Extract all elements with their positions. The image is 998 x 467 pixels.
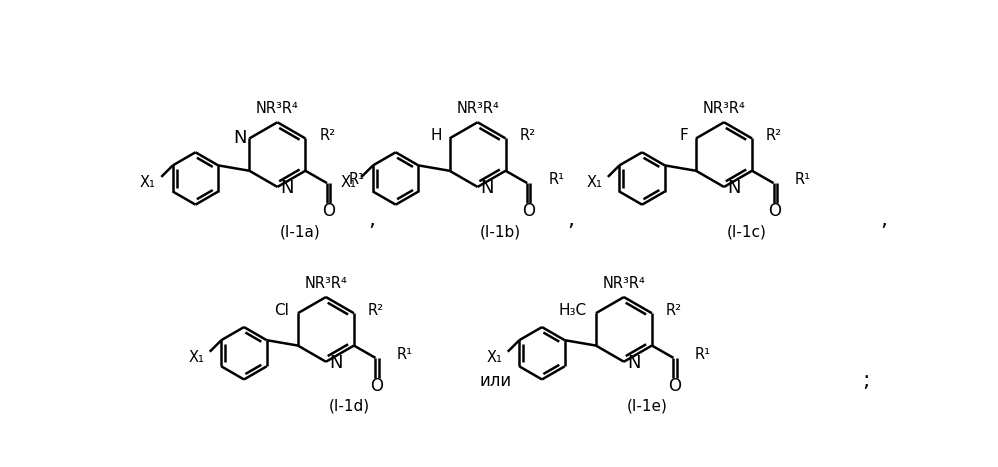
Text: N: N (627, 354, 641, 372)
Text: NR³R⁴: NR³R⁴ (304, 276, 347, 290)
Text: H₃C: H₃C (559, 303, 587, 318)
Text: Cl: Cl (273, 303, 288, 318)
Text: R¹: R¹ (397, 347, 413, 361)
Text: ,: , (567, 210, 574, 230)
Text: R¹: R¹ (795, 172, 811, 187)
Text: X₁: X₁ (189, 350, 205, 365)
Text: (I-1d): (I-1d) (328, 399, 369, 414)
Text: ,: , (368, 210, 375, 230)
Text: (I-1e): (I-1e) (627, 399, 668, 414)
Text: O: O (768, 202, 781, 220)
Text: N: N (481, 179, 494, 197)
Text: O: O (522, 202, 535, 220)
Text: NR³R⁴: NR³R⁴ (456, 101, 499, 116)
Text: (I-1c): (I-1c) (728, 224, 767, 239)
Text: F: F (680, 128, 689, 143)
Text: X₁: X₁ (340, 175, 356, 190)
Text: ,: , (880, 210, 887, 230)
Text: X₁: X₁ (140, 175, 156, 190)
Text: R¹: R¹ (549, 172, 565, 187)
Text: NR³R⁴: NR³R⁴ (603, 276, 646, 290)
Text: R²: R² (368, 303, 384, 318)
Text: R²: R² (319, 128, 335, 143)
Text: R²: R² (666, 303, 682, 318)
Text: X₁: X₁ (587, 175, 603, 190)
Text: O: O (669, 376, 682, 395)
Text: N: N (233, 129, 247, 147)
Text: ;: ; (862, 371, 870, 391)
Text: R²: R² (765, 128, 782, 143)
Text: или: или (479, 372, 511, 390)
Text: (I-1a): (I-1a) (280, 224, 321, 239)
Text: NR³R⁴: NR³R⁴ (256, 101, 298, 116)
Text: R²: R² (520, 128, 536, 143)
Text: R¹: R¹ (348, 172, 364, 187)
Text: O: O (370, 376, 383, 395)
Text: H: H (430, 128, 442, 143)
Text: R¹: R¹ (695, 347, 711, 361)
Text: N: N (728, 179, 741, 197)
Text: X₁: X₁ (486, 350, 502, 365)
Text: O: O (322, 202, 335, 220)
Text: N: N (329, 354, 342, 372)
Text: N: N (280, 179, 294, 197)
Text: NR³R⁴: NR³R⁴ (703, 101, 746, 116)
Text: (I-1b): (I-1b) (480, 224, 521, 239)
